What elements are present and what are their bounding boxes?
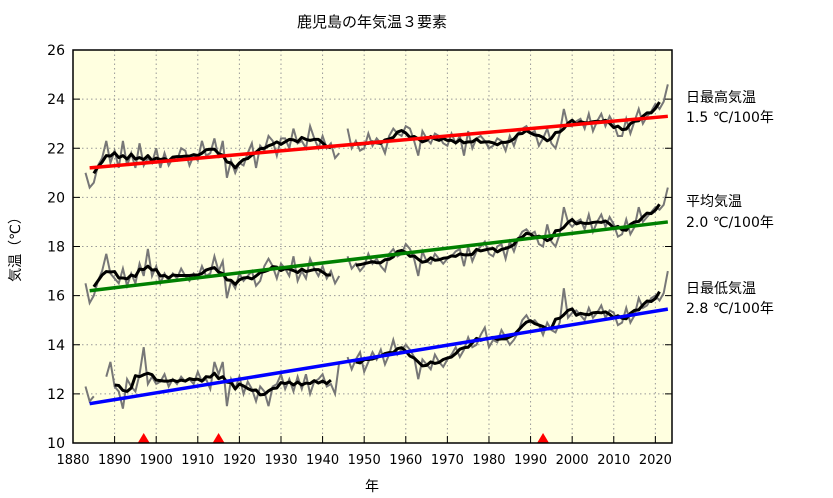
mean-running-mean-line bbox=[92, 264, 331, 288]
x-tick-label: 1940 bbox=[306, 453, 339, 468]
min-trend-line bbox=[89, 307, 669, 406]
x-tick-label: 1920 bbox=[223, 453, 256, 468]
legend-mean-trend: 2.0 ℃/100年 bbox=[686, 215, 774, 231]
x-tick-label: 1950 bbox=[348, 453, 381, 468]
legend-max: 日最高気温 1.5 ℃/100年 bbox=[686, 89, 774, 126]
tick-layer: 1880 1890 1900 1910 1920 1930 1940 1950 1960 1970… bbox=[47, 43, 672, 468]
legend-min-trend: 2.8 ℃/100年 bbox=[686, 301, 774, 317]
y-tick-label: 26 bbox=[47, 43, 65, 59]
x-tick-label: 1910 bbox=[181, 453, 214, 468]
chart-title: 鹿児島の年気温３要素 bbox=[297, 13, 447, 31]
legend-min: 日最低気温 2.8 ℃/100年 bbox=[686, 281, 774, 317]
legend-mean: 平均気温 2.0 ℃/100年 bbox=[686, 194, 774, 231]
x-tick-label: 1980 bbox=[472, 453, 505, 468]
grid-lines bbox=[73, 50, 672, 443]
x-tick-label: 1990 bbox=[514, 453, 547, 468]
y-tick-label: 10 bbox=[47, 436, 65, 452]
x-axis-label: 年 bbox=[365, 479, 379, 495]
series-layer bbox=[84, 84, 669, 409]
min-annual-line bbox=[346, 270, 669, 380]
relocation-marker-triangle bbox=[537, 433, 550, 443]
y-tick-label: 12 bbox=[47, 387, 65, 403]
x-tick-label: 1930 bbox=[264, 453, 297, 468]
legend-max-name: 日最高気温 bbox=[686, 89, 756, 106]
y-tick-label: 14 bbox=[47, 338, 65, 354]
mean-trend-line bbox=[89, 220, 669, 293]
y-tick-label: 22 bbox=[47, 141, 65, 157]
y-tick-label: 20 bbox=[47, 190, 65, 206]
marker-layer bbox=[137, 433, 550, 443]
x-tick-label: 1890 bbox=[98, 453, 131, 468]
max-running-mean-line bbox=[92, 135, 332, 175]
legend-max-trend: 1.5 ℃/100年 bbox=[686, 110, 774, 126]
x-tick-label: 2010 bbox=[597, 453, 630, 468]
min-running-mean-line bbox=[114, 371, 332, 397]
legend-min-name: 日最低気温 bbox=[686, 281, 756, 297]
mean-annual-line bbox=[84, 248, 341, 306]
x-tick-label: 2020 bbox=[639, 453, 672, 468]
min-annual-line bbox=[84, 386, 95, 404]
x-tick-label: 1880 bbox=[56, 453, 89, 468]
x-tick-label: 1900 bbox=[140, 453, 173, 468]
max-trend-line bbox=[89, 114, 668, 170]
y-tick-label: 18 bbox=[47, 240, 65, 256]
x-tick-label: 1970 bbox=[431, 453, 464, 468]
y-tick-label: 24 bbox=[47, 92, 65, 108]
legend-mean-name: 平均気温 bbox=[686, 194, 742, 210]
x-tick-label: 2000 bbox=[556, 453, 589, 468]
relocation-marker-triangle bbox=[212, 433, 225, 443]
y-tick-label: 16 bbox=[47, 289, 65, 305]
y-axis-label: 気温（℃） bbox=[8, 210, 24, 282]
relocation-marker-triangle bbox=[137, 433, 150, 443]
x-tick-label: 1960 bbox=[389, 453, 422, 468]
